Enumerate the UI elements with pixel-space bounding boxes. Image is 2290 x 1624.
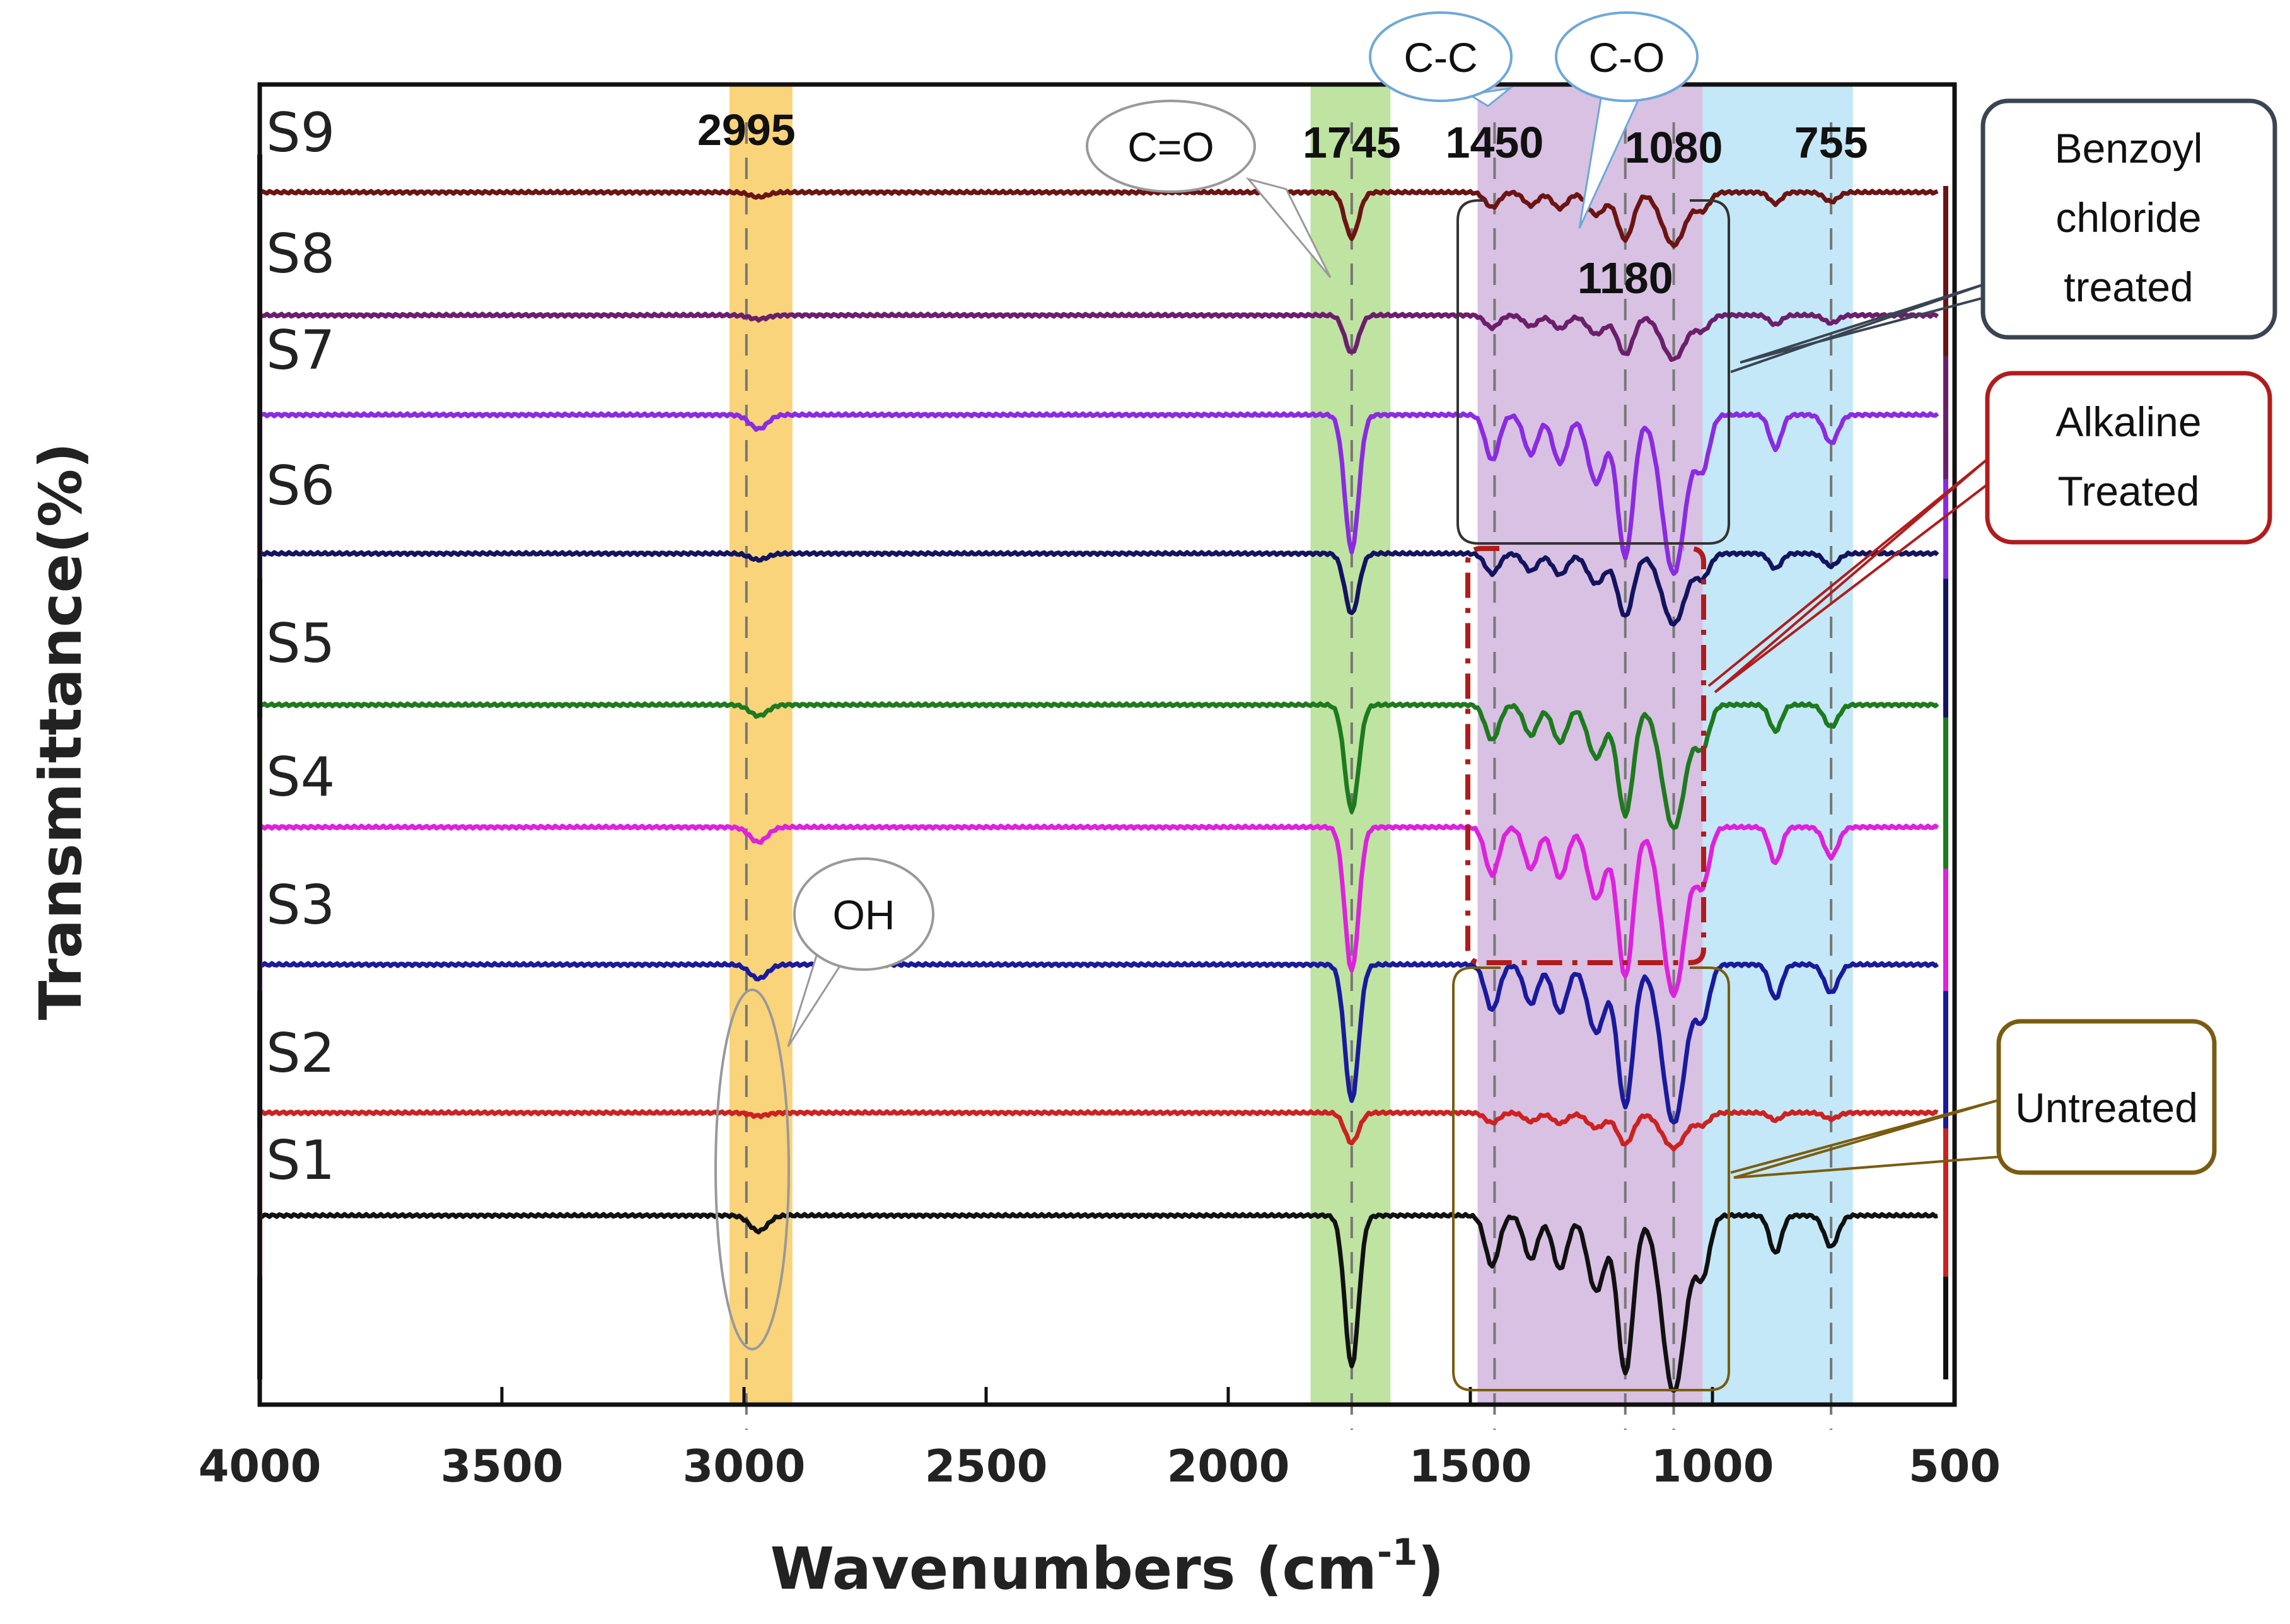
peak-label-755: 755 — [1794, 118, 1868, 167]
x-axis-title-sup: -1 — [1377, 1531, 1417, 1574]
x-tick-label-1500: 1500 — [1409, 1441, 1532, 1492]
callout-oh: OH — [714, 857, 934, 1350]
benzoyl-line-1: Benzoyl — [2055, 125, 2203, 171]
callout-c-c: C-C — [1369, 11, 1514, 107]
series-S1 — [258, 1212, 1938, 1393]
x-axis-title: Wavenumbers (cm-1) — [770, 1531, 1444, 1603]
alkaline-line-2: Treated — [2057, 468, 2199, 514]
series-S7 — [258, 411, 1939, 576]
series-S4 — [260, 823, 1939, 998]
callout-oh-text: OH — [833, 891, 895, 938]
series-label-S4: S4 — [266, 746, 335, 809]
series-label-S5: S5 — [266, 612, 335, 675]
series-S3 — [259, 961, 1939, 1125]
benzoyl-line-2: chloride — [2055, 194, 2201, 241]
benzoyl-line-3: treated — [2064, 264, 2193, 310]
peak-label-2995: 2995 — [697, 105, 796, 154]
callout-c=o: C=O — [1086, 100, 1332, 278]
alkaline-bracket — [1465, 546, 1706, 965]
alkaline-line-1: Alkaline — [2055, 398, 2201, 445]
series-labels: S1 S2 S3 S4 S5 S6 S7 S8 S9 — [266, 102, 335, 1192]
x-axis-title-end: ) — [1417, 1535, 1444, 1603]
series-label-S1: S1 — [266, 1129, 335, 1192]
x-tick-label-1000: 1000 — [1651, 1441, 1774, 1492]
benzoyl-bracket — [1456, 199, 1730, 545]
callout-c-c-text: C-C — [1404, 34, 1477, 81]
x-tick-label-3500: 3500 — [441, 1441, 564, 1492]
peak-label-1180: 1180 — [1578, 253, 1673, 303]
x-tick-label-2000: 2000 — [1167, 1441, 1290, 1492]
peak-line-layer — [745, 122, 1833, 1430]
peak-label-1745: 1745 — [1303, 118, 1401, 167]
peak-label-1080: 1080 — [1625, 123, 1723, 172]
peak-labels: 2995 1745 1450 1080 755 1180 — [697, 105, 1868, 303]
y-axis-title: Transmittance(%) — [27, 443, 95, 1021]
series-S5 — [259, 701, 1939, 830]
untreated-line-1: Untreated — [2015, 1084, 2198, 1131]
x-axis-title-main: Wavenumbers (cm — [770, 1535, 1377, 1603]
series-label-S2: S2 — [266, 1022, 335, 1085]
x-tick-label-3000: 3000 — [683, 1441, 806, 1492]
callout-c-o: C-O — [1555, 11, 1699, 229]
series-S9 — [258, 188, 1939, 248]
series-S2 — [259, 1109, 1939, 1152]
callout-c=o-text: C=O — [1127, 124, 1214, 170]
untreated-box: Untreated — [1730, 1019, 2217, 1179]
untreated-bracket — [1452, 966, 1730, 1391]
callout-c-o-text: C-O — [1589, 34, 1665, 81]
x-axis: 4000 3500 3000 2500 2000 1500 1000 500 — [199, 1387, 2001, 1492]
series-S8 — [258, 311, 1939, 362]
series-label-S6: S6 — [266, 455, 335, 518]
x-tick-label-500: 500 — [1909, 1441, 2001, 1492]
benzoyl-box: Benzoyl chloride treated — [1730, 98, 2277, 373]
series-label-S3: S3 — [266, 874, 335, 937]
band-0 — [729, 84, 793, 1405]
alkaline-box: Alkaline Treated — [1707, 371, 2272, 693]
x-tick-label-4000: 4000 — [199, 1441, 322, 1492]
series-label-S8: S8 — [266, 223, 335, 286]
series-label-S9: S9 — [266, 102, 335, 165]
series-S6 — [259, 550, 1939, 627]
plot-frame — [257, 82, 1957, 1407]
series-label-S7: S7 — [266, 319, 335, 382]
x-tick-label-2500: 2500 — [925, 1441, 1048, 1492]
peak-label-1450: 1450 — [1446, 118, 1544, 167]
